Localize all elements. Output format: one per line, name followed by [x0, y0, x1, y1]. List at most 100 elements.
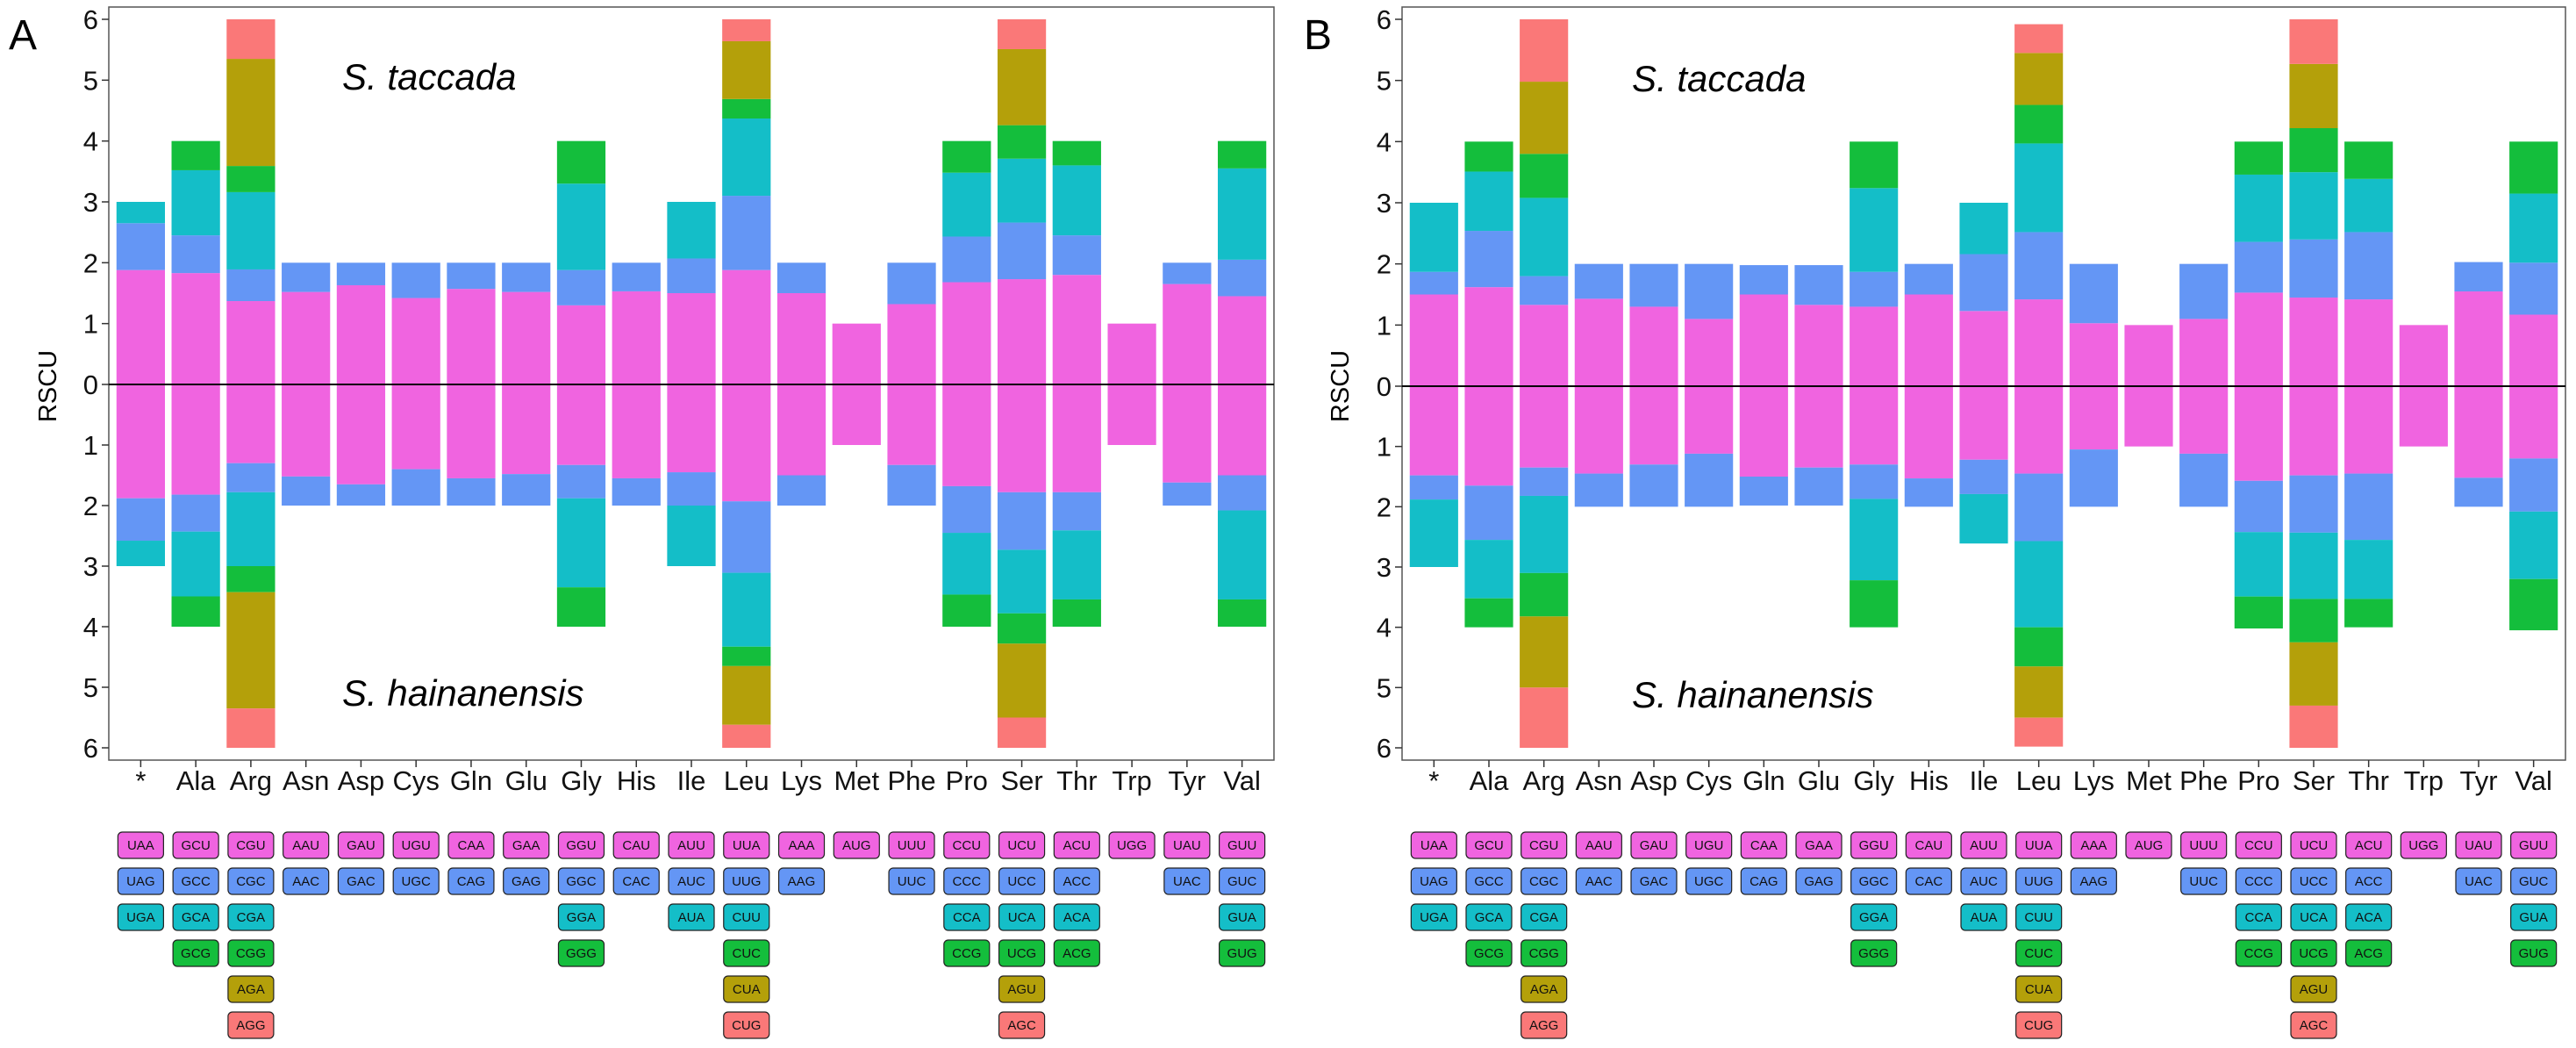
- codon-label: UUU: [2189, 838, 2218, 853]
- bar-segment-bottom: [1959, 493, 2008, 544]
- bar-segment-bottom: [1107, 384, 1156, 445]
- bar-segment-bottom: [722, 646, 771, 666]
- bar-segment-top: [2234, 241, 2283, 293]
- bar-segment-bottom: [2344, 473, 2394, 541]
- codon-label: GUG: [1227, 946, 1257, 961]
- codon-label: ACU: [1063, 838, 1091, 853]
- y-tick-label: 4: [1377, 613, 1392, 643]
- bar-segment-bottom: [2344, 386, 2394, 474]
- bar-segment-bottom: [2399, 386, 2448, 447]
- bar-segment-top: [226, 269, 275, 302]
- y-axis-label: RSCU: [1327, 350, 1355, 422]
- codon-box: [1960, 903, 2007, 931]
- codon-label: GCU: [181, 838, 210, 853]
- bar-segment-bottom: [1520, 687, 1569, 748]
- bar-segment-bottom: [447, 477, 496, 506]
- bar-segment-top: [116, 269, 165, 384]
- codon-label: GUC: [2519, 874, 2549, 889]
- codon-box: [668, 903, 715, 931]
- bar-segment-top: [722, 40, 771, 99]
- codon-box: [227, 831, 275, 859]
- codon-label: UGU: [402, 838, 431, 853]
- codon-box: [723, 867, 770, 895]
- bar-segment-top: [667, 293, 716, 384]
- bar-segment-bottom: [1850, 386, 1899, 465]
- codon-box: [1410, 903, 1457, 931]
- bar-segment-bottom: [1574, 386, 1623, 474]
- codon-box: [227, 1011, 275, 1039]
- codon-box: [2455, 867, 2502, 895]
- codon-label: AGU: [2300, 982, 2329, 997]
- codon-box: [1219, 831, 1266, 859]
- codon-box: [1163, 831, 1211, 859]
- bar-segment-bottom: [171, 531, 220, 597]
- codon-label: GGG: [1858, 946, 1889, 961]
- codon-box: [227, 939, 275, 967]
- category-label: Gly: [1853, 765, 1894, 796]
- bar-segment-top: [1052, 235, 1101, 276]
- bar-segment-bottom: [2179, 453, 2229, 507]
- codon-label: CAG: [1750, 874, 1778, 889]
- codon-label: ACA: [1063, 910, 1091, 925]
- category-label: Ser: [1000, 765, 1042, 796]
- bar-segment-top: [2289, 19, 2338, 64]
- bar-segment-top: [2014, 104, 2064, 144]
- codon-label: GUC: [1227, 874, 1257, 889]
- bar-segment-bottom: [942, 384, 991, 486]
- codon-box: [2345, 939, 2393, 967]
- codon-label: CGC: [1529, 874, 1559, 889]
- codon-label: AUA: [1971, 910, 1998, 925]
- bar-segment-bottom: [2509, 386, 2558, 459]
- bar-segment-top: [2069, 263, 2118, 324]
- bar-segment-top: [2344, 232, 2394, 300]
- bar-segment-bottom: [2234, 532, 2283, 597]
- codon-label: AAU: [292, 838, 319, 853]
- bar-segment-bottom: [447, 384, 496, 478]
- y-tick-label: 3: [1377, 552, 1392, 583]
- bar-segment-bottom: [1218, 475, 1267, 511]
- bar-segment-top: [722, 98, 771, 119]
- codon-box: [337, 831, 385, 859]
- codon-label: CCU: [2244, 838, 2273, 853]
- codon-label: AAC: [292, 874, 319, 889]
- codon-box: [723, 1011, 770, 1039]
- codon-box: [2345, 903, 2393, 931]
- bar-segment-bottom: [2124, 386, 2173, 447]
- category-label: Val: [2515, 765, 2552, 796]
- y-tick-label: 0: [83, 370, 98, 400]
- bar-segment-top: [1850, 271, 1899, 307]
- codon-label: AGG: [236, 1018, 265, 1033]
- codon-box: [2510, 939, 2558, 967]
- codon-box: [2345, 867, 2393, 895]
- bar-segment-bottom: [612, 477, 661, 506]
- codon-label: GCG: [1474, 946, 1504, 961]
- codon-label: AGA: [1530, 982, 1558, 997]
- codon-label: UAC: [1173, 874, 1201, 889]
- bar-segment-bottom: [997, 613, 1047, 644]
- bar-segment-top: [116, 223, 165, 270]
- codon-label: GAU: [347, 838, 376, 853]
- bar-segment-top: [1409, 271, 1458, 295]
- codon-label: CCA: [2244, 910, 2272, 925]
- codon-label: ACA: [2355, 910, 2382, 925]
- codon-box: [1521, 903, 1568, 931]
- bar-segment-bottom: [2289, 386, 2338, 476]
- codon-box: [1521, 1011, 1568, 1039]
- codon-label: UUG: [2024, 874, 2053, 889]
- codon-box: [1053, 831, 1100, 859]
- category-label: Thr: [1056, 765, 1098, 796]
- bar-segment-top: [1464, 231, 1513, 288]
- codon-label: CAA: [458, 838, 485, 853]
- bar-segment-bottom: [1052, 599, 1101, 627]
- codon-label: GCA: [1475, 910, 1504, 925]
- codon-label: UAC: [2465, 874, 2493, 889]
- bar-segment-bottom: [1959, 386, 2008, 460]
- bar-segment-bottom: [1218, 384, 1267, 476]
- codon-box: [1795, 831, 1843, 859]
- bar-segment-bottom: [171, 384, 220, 495]
- bar-segment-bottom: [1464, 540, 1513, 599]
- y-tick-label: 6: [1377, 4, 1392, 35]
- codon-box: [998, 939, 1046, 967]
- codon-label: GAC: [347, 874, 376, 889]
- codon-label: UGC: [402, 874, 432, 889]
